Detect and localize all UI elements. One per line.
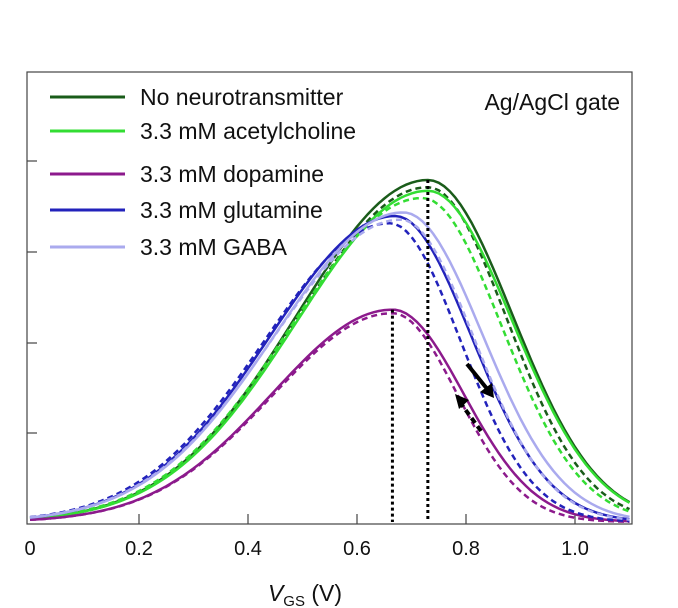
x-tick-label-1: 0.2 <box>125 538 153 560</box>
gate-annotation: Ag/AgCl gate <box>484 89 620 115</box>
x-tick-label-0: 0 <box>24 538 35 560</box>
x-tick-label-4: 0.8 <box>452 538 480 560</box>
legend: No neurotransmitter 3.3 mM acetylcholine 3… <box>50 84 356 260</box>
legend-label-3: 3.3 mM glutamine <box>140 197 323 223</box>
x-axis-ticks: 0 0.2 0.4 0.6 0.8 1.0 <box>24 514 589 560</box>
forward-sweep-curve-2 <box>29 308 630 523</box>
sweep-direction-arrows <box>455 362 494 433</box>
forward-sweep-curve-1 <box>29 189 631 521</box>
forward-sweep-curve-4 <box>29 211 630 519</box>
x-tick-label-5: 1.0 <box>561 538 589 560</box>
legend-label-1: 3.3 mM acetylcholine <box>140 118 356 144</box>
x-tick-label-3: 0.6 <box>343 538 371 560</box>
forward-arrowhead <box>480 383 494 398</box>
legend-label-4: 3.3 mM GABA <box>140 234 288 260</box>
reverse-arrowhead <box>455 394 469 409</box>
legend-label-2: 3.3 mM dopamine <box>140 161 324 187</box>
reverse-sweep-curve-1 <box>29 196 630 520</box>
forward-sweep-arrow <box>465 362 490 392</box>
curves <box>29 178 631 523</box>
forward-sweep-curve-0 <box>29 178 631 520</box>
vertical-markers <box>390 180 430 522</box>
y-axis-ticks <box>27 160 37 434</box>
plot-frame <box>26 71 633 525</box>
x-tick-label-2: 0.4 <box>234 538 262 560</box>
legend-label-0: No neurotransmitter <box>140 84 344 110</box>
x-axis-label: VGS (V) <box>268 580 342 608</box>
reverse-sweep-arrow <box>460 403 483 433</box>
